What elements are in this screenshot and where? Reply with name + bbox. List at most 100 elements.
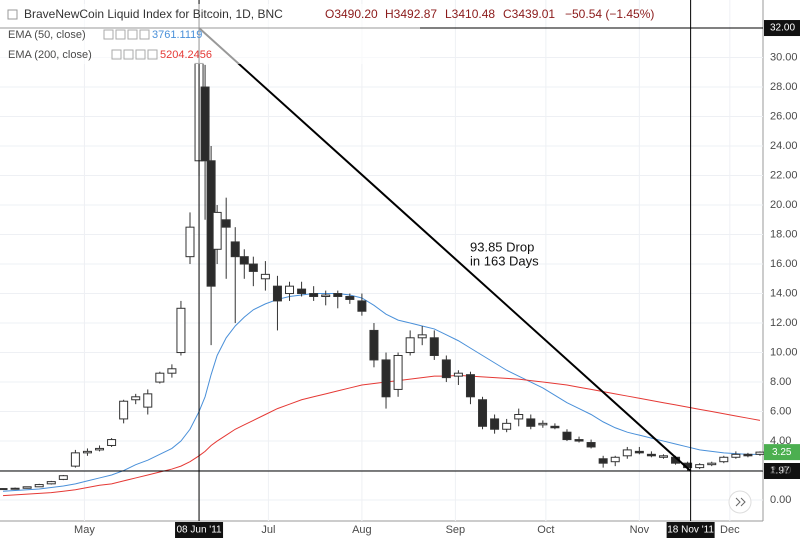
ohlc-open: O3490.20 [325, 7, 378, 21]
candle-body [143, 393, 153, 408]
x-tick-label: Dec [720, 524, 740, 536]
ema-line [2, 374, 761, 497]
candle-body [441, 359, 451, 379]
candle-body [695, 464, 705, 469]
candle-body [167, 368, 177, 374]
candle-body [465, 374, 475, 398]
candle-body [405, 337, 415, 354]
y-tick-label: 20.00 [770, 199, 798, 211]
annotation: in 163 Days [470, 253, 539, 268]
candle-body [478, 399, 488, 427]
y-tick-label: 12.00 [770, 317, 798, 329]
y-tick-label: 2.00 [770, 464, 791, 476]
candle-body [731, 453, 741, 458]
legend: BraveNewCoin Liquid Index for Bitcoin, 1… [0, 4, 654, 64]
x-marker-tag [175, 522, 224, 538]
legend-bg [0, 4, 420, 64]
x-tick-label: Nov [630, 524, 650, 536]
candle-body [417, 334, 427, 339]
y-tick-label: 16.00 [770, 258, 798, 270]
candle-body [0, 488, 8, 491]
candle-body [345, 295, 355, 300]
candle-body [309, 293, 319, 297]
candle-body [574, 439, 584, 442]
y-tick-label: 30.00 [770, 51, 798, 63]
candle-body [260, 273, 270, 280]
x-marker-tag [666, 522, 715, 538]
ema-buttons[interactable] [103, 29, 158, 60]
candle-body [131, 396, 141, 401]
y-tick-label: 6.00 [770, 405, 791, 417]
last-price-label: 3.25 [772, 447, 792, 458]
x-marker-label: 08 Jun '11 [176, 525, 222, 536]
last-price-tag [764, 444, 800, 461]
candle-body [22, 486, 32, 489]
y-tick-label: 0.00 [770, 494, 791, 506]
candle-body [230, 241, 240, 258]
ema-value: 5204.2456 [160, 49, 212, 61]
y-tick-label: 22.00 [770, 169, 798, 181]
candle-body [369, 329, 379, 361]
x-tick-label: Sep [446, 524, 466, 536]
candle-body [248, 263, 258, 272]
ema-name: EMA (200, close) [8, 49, 92, 61]
candle-body [357, 300, 367, 312]
annotation: 93.85 Drop [470, 239, 534, 254]
x-marker-label: 18 Nov '11 [667, 525, 714, 536]
candle-body [610, 456, 620, 463]
candle-body [82, 450, 92, 454]
y-tick-label: 26.00 [770, 110, 798, 122]
candle-body [34, 484, 44, 488]
x-tick-label: Jul [261, 524, 275, 536]
candle-body [272, 285, 282, 302]
x-tick-label: May [74, 524, 95, 536]
y-tick-label: 18.00 [770, 228, 798, 240]
candle-body [502, 422, 512, 430]
y-tick-label: 10.00 [770, 346, 798, 358]
candle-body [321, 294, 331, 297]
candle-body [107, 439, 117, 446]
candle-body [646, 453, 656, 457]
candle-body [176, 307, 186, 354]
candle-body [658, 455, 668, 458]
candle-body [221, 219, 231, 228]
candle-body [743, 453, 753, 457]
candle-body [285, 285, 295, 295]
ema-name: EMA (50, close) [8, 29, 86, 41]
y-marker-label: 1.97 [770, 466, 790, 477]
plot [0, 29, 765, 497]
trendline [198, 27, 692, 472]
y-tick-label: 24.00 [770, 140, 798, 152]
candle-body [526, 418, 536, 427]
ohlc-low: L3410.48 [445, 7, 495, 21]
candle-body [514, 413, 524, 420]
symbol-title: BraveNewCoin Liquid Index for Bitcoin, 1… [24, 7, 283, 21]
candle-body [707, 462, 717, 466]
y-tick-label: 4.00 [770, 435, 791, 447]
y-tick-label: 14.00 [770, 287, 798, 299]
candle-body [634, 450, 644, 454]
y-tick-label: 8.00 [770, 376, 791, 388]
candle-body [381, 359, 391, 398]
candle-body [719, 456, 729, 463]
y-tick-label: 28.00 [770, 81, 798, 93]
candle-body [95, 447, 105, 451]
candle-body [453, 372, 463, 377]
ohlc-change: −50.54 (−1.45%) [565, 7, 654, 21]
scroll-icon [735, 497, 746, 507]
ema-value: 3761.1119 [152, 29, 202, 41]
candle-body [70, 452, 80, 467]
candle-body [297, 288, 307, 295]
ohlc-high: H3492.87 [385, 7, 437, 21]
y-marker-tag [764, 20, 800, 37]
collapse-icon[interactable] [7, 9, 18, 20]
candle-body [538, 422, 548, 426]
candle-body [755, 451, 765, 455]
candle-body [550, 425, 560, 429]
candle-body [200, 86, 210, 162]
candle-body [119, 400, 129, 420]
candle-body [58, 475, 68, 480]
candle-body [429, 337, 439, 356]
